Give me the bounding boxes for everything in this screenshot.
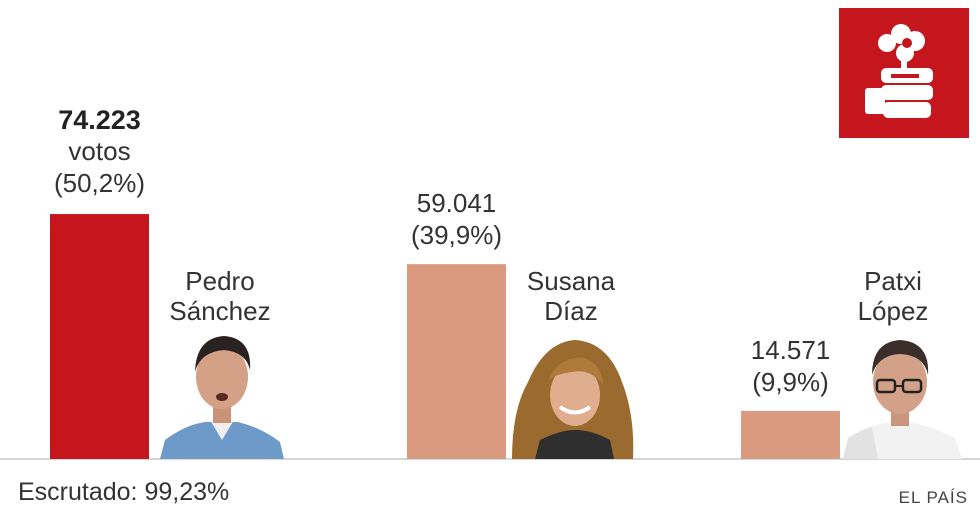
candidate-name-label: Patxi	[864, 266, 922, 296]
bar-value-label: 14.571	[751, 335, 831, 365]
candidate-photo-patxi-lopez	[843, 340, 962, 459]
psoe-rose-fist-icon	[865, 24, 933, 118]
candidate-name-label: López	[858, 296, 929, 326]
bar-3	[741, 410, 840, 459]
bar-percent-label: (9,9%)	[752, 367, 829, 397]
party-logo	[839, 8, 969, 138]
candidate-name-label: Pedro	[185, 266, 254, 296]
candidate-name-label: Susana	[527, 266, 616, 296]
scrutiny-status: Escrutado: 99,23%	[18, 478, 230, 506]
bar-1	[50, 214, 149, 459]
candidate-photo-susana-diaz	[512, 340, 634, 459]
bar-value-label: 59.041	[417, 188, 497, 218]
candidate-name-label: Díaz	[544, 296, 597, 326]
bar-unit-label: votos	[68, 136, 130, 166]
bar-2	[407, 264, 506, 459]
source-credit: EL PAÍS	[898, 488, 968, 507]
bar-percent-label: (39,9%)	[411, 220, 502, 250]
bar-value-label: 74.223	[58, 105, 141, 135]
candidate-name-label: Sánchez	[169, 296, 270, 326]
candidate-photo-pedro-sanchez	[160, 336, 284, 459]
bar-percent-label: (50,2%)	[54, 168, 145, 198]
